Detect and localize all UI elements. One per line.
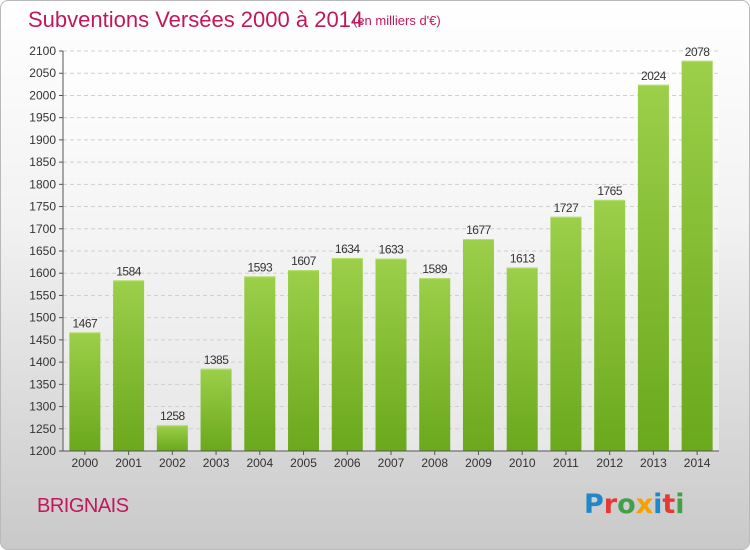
logo-letter: o bbox=[617, 489, 636, 520]
x-tick-label-2007: 2007 bbox=[378, 456, 405, 470]
data-label-2013: 2024 bbox=[641, 69, 667, 83]
y-tick-label: 2100 bbox=[29, 44, 56, 58]
data-labels: 1467 1584 1258 1385 1593 1607 1634 1633 1589 1677… bbox=[73, 45, 711, 423]
data-label-2010: 1613 bbox=[510, 251, 536, 265]
x-tick-label-2014: 2014 bbox=[684, 456, 711, 470]
logo-letter: i bbox=[675, 489, 685, 520]
bar-2011 bbox=[550, 216, 582, 451]
y-tick-label: 1550 bbox=[29, 288, 56, 302]
y-tick-label: 2050 bbox=[29, 66, 56, 80]
logo-letter: x bbox=[635, 489, 654, 520]
bar-2005 bbox=[288, 270, 320, 451]
x-tick-label-2000: 2000 bbox=[72, 456, 99, 470]
x-tick-label-2008: 2008 bbox=[421, 456, 448, 470]
data-label-2001: 1584 bbox=[116, 264, 142, 278]
y-tick-label: 1350 bbox=[29, 377, 56, 391]
x-tick-label-2010: 2010 bbox=[509, 456, 536, 470]
y-tick-label: 1200 bbox=[29, 444, 56, 458]
data-label-2011: 1727 bbox=[554, 201, 580, 215]
x-tick-label-2012: 2012 bbox=[596, 456, 623, 470]
bars bbox=[69, 60, 713, 452]
city-label: BRIGNAIS bbox=[37, 495, 129, 517]
data-label-2000: 1467 bbox=[73, 316, 99, 330]
chart-subtitle: (en milliers d'€) bbox=[353, 13, 441, 28]
logo-letter: t bbox=[662, 489, 676, 520]
y-tick-label: 1650 bbox=[29, 244, 56, 258]
y-tick-label: 1400 bbox=[29, 355, 56, 369]
chart-title: Subventions Versées 2000 à 2014 bbox=[28, 7, 364, 32]
logo-letter: P bbox=[584, 489, 604, 520]
x-tick-label-2009: 2009 bbox=[465, 456, 492, 470]
y-tick-label: 1750 bbox=[29, 200, 56, 214]
data-label-2003: 1385 bbox=[204, 353, 230, 367]
y-axis: 1200 1250 1300 1350 1400 1450 1500 1550 1600 1650… bbox=[29, 44, 64, 458]
bar-2013 bbox=[637, 84, 669, 452]
data-label-2008: 1589 bbox=[422, 262, 448, 276]
bar-2012 bbox=[594, 199, 626, 451]
bar-2008 bbox=[419, 278, 451, 451]
x-tick-label-2006: 2006 bbox=[334, 456, 361, 470]
y-tick-label: 1900 bbox=[29, 133, 56, 147]
y-tick-label: 1850 bbox=[29, 155, 56, 169]
x-tick-label-2001: 2001 bbox=[115, 456, 142, 470]
bar-2003 bbox=[200, 368, 232, 451]
x-tick-label-2004: 2004 bbox=[246, 456, 273, 470]
bar-2006 bbox=[331, 258, 363, 451]
x-tick-label-2003: 2003 bbox=[203, 456, 230, 470]
x-tick-label-2005: 2005 bbox=[290, 456, 317, 470]
data-label-2002: 1258 bbox=[160, 409, 186, 423]
y-tick-label: 1250 bbox=[29, 422, 56, 436]
logo-letter: r bbox=[603, 489, 618, 520]
y-tick-label: 1450 bbox=[29, 333, 56, 347]
x-axis: 2000 2001 2002 2003 2004 2005 2006 2007 2008 2009… bbox=[63, 450, 719, 470]
y-tick-label: 2000 bbox=[29, 88, 56, 102]
bar-2007 bbox=[375, 258, 407, 451]
bar-2014 bbox=[681, 60, 713, 452]
bar-2001 bbox=[113, 280, 145, 451]
data-label-2006: 1634 bbox=[335, 242, 361, 256]
y-tick-label: 1600 bbox=[29, 266, 56, 280]
bar-2010 bbox=[506, 267, 538, 451]
x-tick-label-2013: 2013 bbox=[640, 456, 667, 470]
data-label-2012: 1765 bbox=[597, 184, 623, 198]
y-tick-label: 1300 bbox=[29, 400, 56, 414]
logo-letter: i bbox=[653, 489, 663, 520]
x-tick-label-2011: 2011 bbox=[553, 456, 579, 470]
bar-2009 bbox=[462, 239, 494, 451]
data-label-2014: 2078 bbox=[685, 45, 711, 59]
y-tick-label: 1500 bbox=[29, 311, 56, 325]
bar-2002 bbox=[156, 425, 188, 451]
bar-2004 bbox=[244, 276, 276, 451]
data-label-2009: 1677 bbox=[466, 223, 492, 237]
proxiti-logo: Proxiti bbox=[584, 489, 685, 520]
bar-2000 bbox=[69, 332, 101, 451]
y-tick-label: 1950 bbox=[29, 111, 56, 125]
data-label-2005: 1607 bbox=[291, 254, 317, 268]
y-tick-label: 1800 bbox=[29, 177, 56, 191]
y-tick-label: 1700 bbox=[29, 222, 56, 236]
x-tick-label-2002: 2002 bbox=[159, 456, 186, 470]
data-label-2004: 1593 bbox=[247, 260, 273, 274]
data-label-2007: 1633 bbox=[379, 243, 405, 257]
